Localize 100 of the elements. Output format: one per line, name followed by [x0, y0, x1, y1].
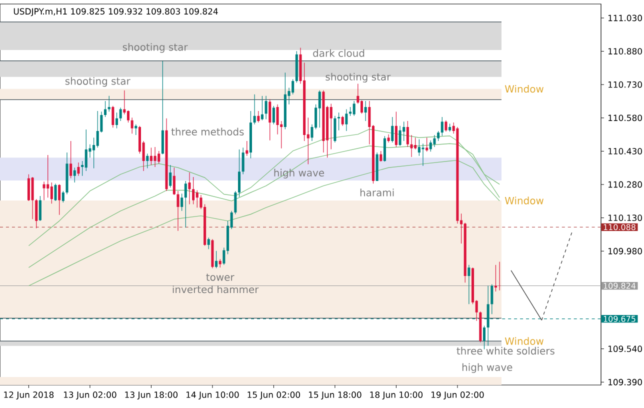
candlestick: [234, 190, 237, 215]
y-tick-label: 109.540: [608, 346, 642, 352]
y-tick-label: 110.130: [608, 214, 642, 222]
candlestick: [330, 103, 332, 150]
candlestick: [146, 153, 149, 169]
candlestick: [406, 120, 409, 148]
band-label: Window: [504, 337, 544, 345]
candlestick: [426, 137, 428, 152]
candlestick: [276, 104, 279, 135]
candlestick: [341, 116, 344, 126]
candlestick: [54, 183, 57, 202]
candlestick: [253, 94, 256, 125]
candlestick: [238, 149, 241, 198]
candlestick: [391, 116, 394, 143]
annotation: shooting star: [326, 72, 391, 83]
candlestick: [257, 110, 260, 123]
candlestick: [268, 98, 272, 141]
candlestick: [108, 96, 110, 112]
candlestick: [35, 198, 38, 229]
candlestick: [169, 164, 172, 188]
candlestick: [410, 134, 413, 158]
candlestick: [383, 136, 386, 162]
candlestick: [437, 130, 440, 142]
candlestick: [444, 120, 448, 132]
candlestick: [119, 107, 122, 122]
x-tick-label: 19 Jun 02:00: [431, 392, 484, 400]
x-tick-label: 13 Jun 02:00: [64, 392, 116, 400]
y-tick-label: 110.430: [608, 148, 642, 154]
y-tick-label: 111.030: [608, 14, 642, 22]
candlestick: [352, 100, 356, 116]
candlestick: [360, 100, 364, 114]
band-label: Window: [504, 196, 544, 204]
candlestick: [172, 167, 176, 196]
annotation: dark cloud: [313, 49, 364, 57]
candlestick: [161, 60, 164, 155]
candlestick: [318, 90, 321, 128]
candlestick: [27, 174, 30, 202]
candlestick: [440, 116, 444, 136]
candlestick: [58, 184, 61, 216]
y-tick-label: 109.390: [608, 378, 642, 386]
annotation: harami: [360, 188, 394, 196]
line-series: [28, 160, 500, 286]
candlestick: [272, 106, 275, 125]
candlestick: [31, 176, 34, 220]
candlestick: [215, 250, 218, 269]
annotation: three white soldiers: [456, 346, 554, 355]
candlestick: [134, 124, 138, 136]
candlestick: [387, 134, 390, 143]
candlestick: [242, 147, 244, 175]
x-tick-label: 12 Jun 2018: [4, 392, 54, 400]
band-label: Window: [504, 84, 544, 93]
candlestick: [422, 143, 424, 166]
candlestick: [192, 176, 195, 205]
candlestick: [402, 121, 406, 142]
chart-title: USDJPY.m,H1 109.825 109.932 109.803 109.824: [14, 8, 218, 16]
candlestick: [429, 140, 432, 152]
x-tick-label: 15 Jun 02:00: [248, 392, 300, 400]
candlestick: [196, 190, 198, 208]
candlestick: [498, 261, 501, 291]
candlestick: [260, 96, 264, 121]
candlestick: [130, 117, 134, 134]
candlestick: [398, 126, 402, 146]
candlestick: [180, 193, 184, 212]
candlestick: [338, 112, 340, 131]
candlestick: [433, 134, 436, 148]
candlestick: [264, 96, 268, 120]
candlestick: [207, 237, 210, 250]
candlestick: [334, 116, 336, 143]
candlestick: [126, 110, 130, 123]
annotation: inverted hammer: [172, 285, 259, 294]
candlestick: [380, 150, 382, 162]
candlestick: [84, 129, 88, 172]
annotation: shooting star: [65, 77, 130, 87]
candlestick: [46, 154, 50, 198]
y-tick-label: 109.980: [608, 248, 642, 254]
candlestick: [418, 138, 420, 156]
x-tick-label: 18 Jun 10:00: [370, 392, 423, 400]
candlestick: [345, 108, 348, 132]
candlestick: [112, 106, 114, 128]
candlestick: [184, 180, 187, 228]
candlestick: [154, 146, 156, 168]
candlestick: [468, 264, 470, 304]
annotation: high wave: [462, 363, 512, 373]
candlestick: [50, 182, 53, 204]
candlestick: [115, 112, 118, 129]
y-tick-label: 110.730: [608, 81, 642, 88]
candlestick: [188, 172, 191, 205]
candlestick: [414, 137, 417, 150]
annotation: three methods: [171, 128, 244, 136]
candlestick: [62, 190, 64, 203]
candlestick: [96, 110, 99, 148]
candlestick: [42, 181, 46, 201]
candlestick: [150, 147, 152, 166]
candlestick: [70, 140, 72, 179]
candlestick: [73, 167, 76, 183]
candlestick: [104, 100, 107, 118]
candlestick: [394, 111, 398, 148]
annotation: shooting star: [122, 43, 188, 53]
candlestick: [176, 190, 180, 232]
y-tick-label: 110.880: [608, 48, 642, 54]
